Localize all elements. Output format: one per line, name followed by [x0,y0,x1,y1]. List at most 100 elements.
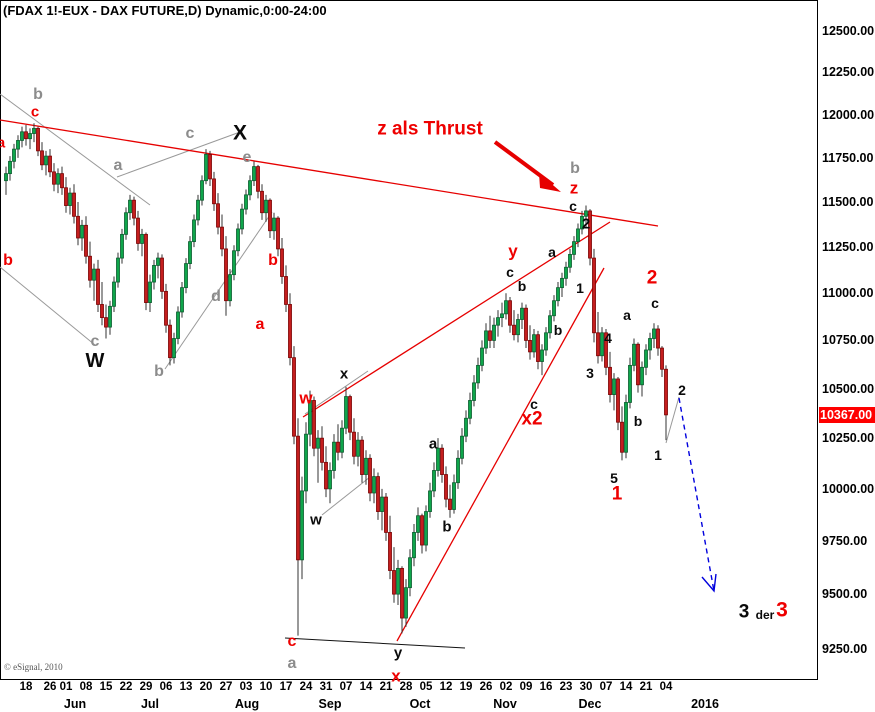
candle-down [384,496,388,533]
candle-up [32,127,36,134]
candle-down [440,447,444,475]
y-axis-label: 12500.00 [822,23,875,38]
x-axis-day-tick: 30 [579,681,593,693]
wave-label[interactable]: b [268,252,278,269]
candle-down [512,324,516,336]
candle-up [504,300,508,315]
wave-label[interactable]: y [508,241,518,261]
wave-label[interactable]: 2 [581,215,591,233]
candle-down [508,300,512,326]
wave-label[interactable]: b [517,278,527,294]
candle-up [16,140,20,150]
candle-up [456,457,460,484]
candle-down [376,476,380,512]
wave-label[interactable]: c [530,396,538,412]
wave-label[interactable]: der [755,608,775,622]
candle-up [432,470,436,492]
red-trendline[interactable] [396,267,605,642]
wave-label[interactable]: c [651,295,659,311]
wave-label[interactable]: 1 [611,483,623,505]
wave-label[interactable]: a [0,134,6,152]
wave-label[interactable]: a [623,307,631,323]
wave-label[interactable]: e [242,149,252,166]
wave-label[interactable]: c [506,264,514,280]
wave-label[interactable]: b [442,518,452,536]
wave-label[interactable]: y [393,644,403,662]
candle-up [452,482,456,510]
candle-down [420,515,424,546]
wave-label[interactable]: 2 [646,267,658,289]
wave-label[interactable]: 3 [738,601,750,623]
candle-up [184,263,188,289]
wave-label[interactable]: 5 [610,470,618,486]
candle-up [500,313,504,319]
candle-up [600,332,604,357]
wave-label[interactable]: W [85,350,105,372]
wave-label[interactable]: w [310,511,322,529]
candle-down [132,199,136,219]
gray-trendline[interactable] [665,396,680,444]
candle-down [96,268,100,305]
candle-up [572,241,576,255]
wave-label[interactable]: c [569,198,577,214]
x-axis-day-tick: 02 [499,681,513,693]
wave-label[interactable]: b [33,86,43,103]
wave-label[interactable]: a [428,435,438,453]
candle-down [76,215,80,239]
y-axis-label: 10500.00 [822,381,875,396]
candle-down [72,192,76,217]
wave-label[interactable]: x [339,365,349,383]
red-trendline[interactable] [0,119,659,227]
wave-label[interactable]: 1 [654,447,662,463]
wave-label[interactable]: X [232,121,248,145]
candle-up [80,224,84,239]
wave-label[interactable]: c [287,633,297,650]
wave-label[interactable]: a [255,316,265,333]
candle-down [368,457,372,494]
candle-down [660,347,664,370]
wave-label[interactable]: b [570,160,580,177]
wave-label[interactable]: z [569,178,579,198]
candle-down [324,461,328,490]
candle-up [556,287,560,302]
gray-trendline[interactable] [321,476,371,516]
wave-label[interactable]: z als Thrust [377,118,483,140]
candle-up [564,266,568,279]
wave-label[interactable]: b [553,322,563,338]
wave-label[interactable]: d [211,288,221,305]
candle-up [372,476,376,494]
gray-trendline[interactable] [0,266,96,346]
wave-label[interactable]: 3 [586,365,594,381]
candle-up [416,515,420,533]
wave-label[interactable]: a [113,157,123,174]
red-trendline[interactable] [302,221,611,418]
black-trendline[interactable] [284,637,466,649]
candle-up [380,496,384,512]
candle-down [392,570,396,595]
wave-label[interactable]: a [287,655,297,672]
wave-label[interactable]: c [90,333,100,350]
y-axis-label: 9500.00 [822,587,868,602]
wave-label[interactable]: b [154,363,164,380]
wave-label[interactable]: c [30,103,40,121]
wave-label[interactable]: a [548,244,556,260]
candle-up [468,400,472,419]
wave-label[interactable]: x2 [521,408,543,430]
wave-label[interactable]: w [299,388,313,408]
gray-trendline[interactable] [0,93,151,206]
wave-label[interactable]: b [633,413,643,429]
candle-down [352,431,356,457]
wave-label[interactable]: 1 [576,280,584,296]
gray-trendline[interactable] [116,131,241,178]
y-axis-label: 9250.00 [822,641,868,656]
wave-label[interactable]: c [185,125,195,142]
wave-label[interactable]: 3 [776,598,788,622]
wave-label[interactable]: b [3,252,13,269]
x-axis-month-label: Jul [140,697,160,711]
wave-label[interactable]: 4 [604,330,612,346]
wave-label[interactable]: x [391,666,401,686]
wave-label[interactable]: 2 [678,382,686,398]
gray-trendline[interactable] [164,211,273,370]
candle-up [404,587,408,619]
